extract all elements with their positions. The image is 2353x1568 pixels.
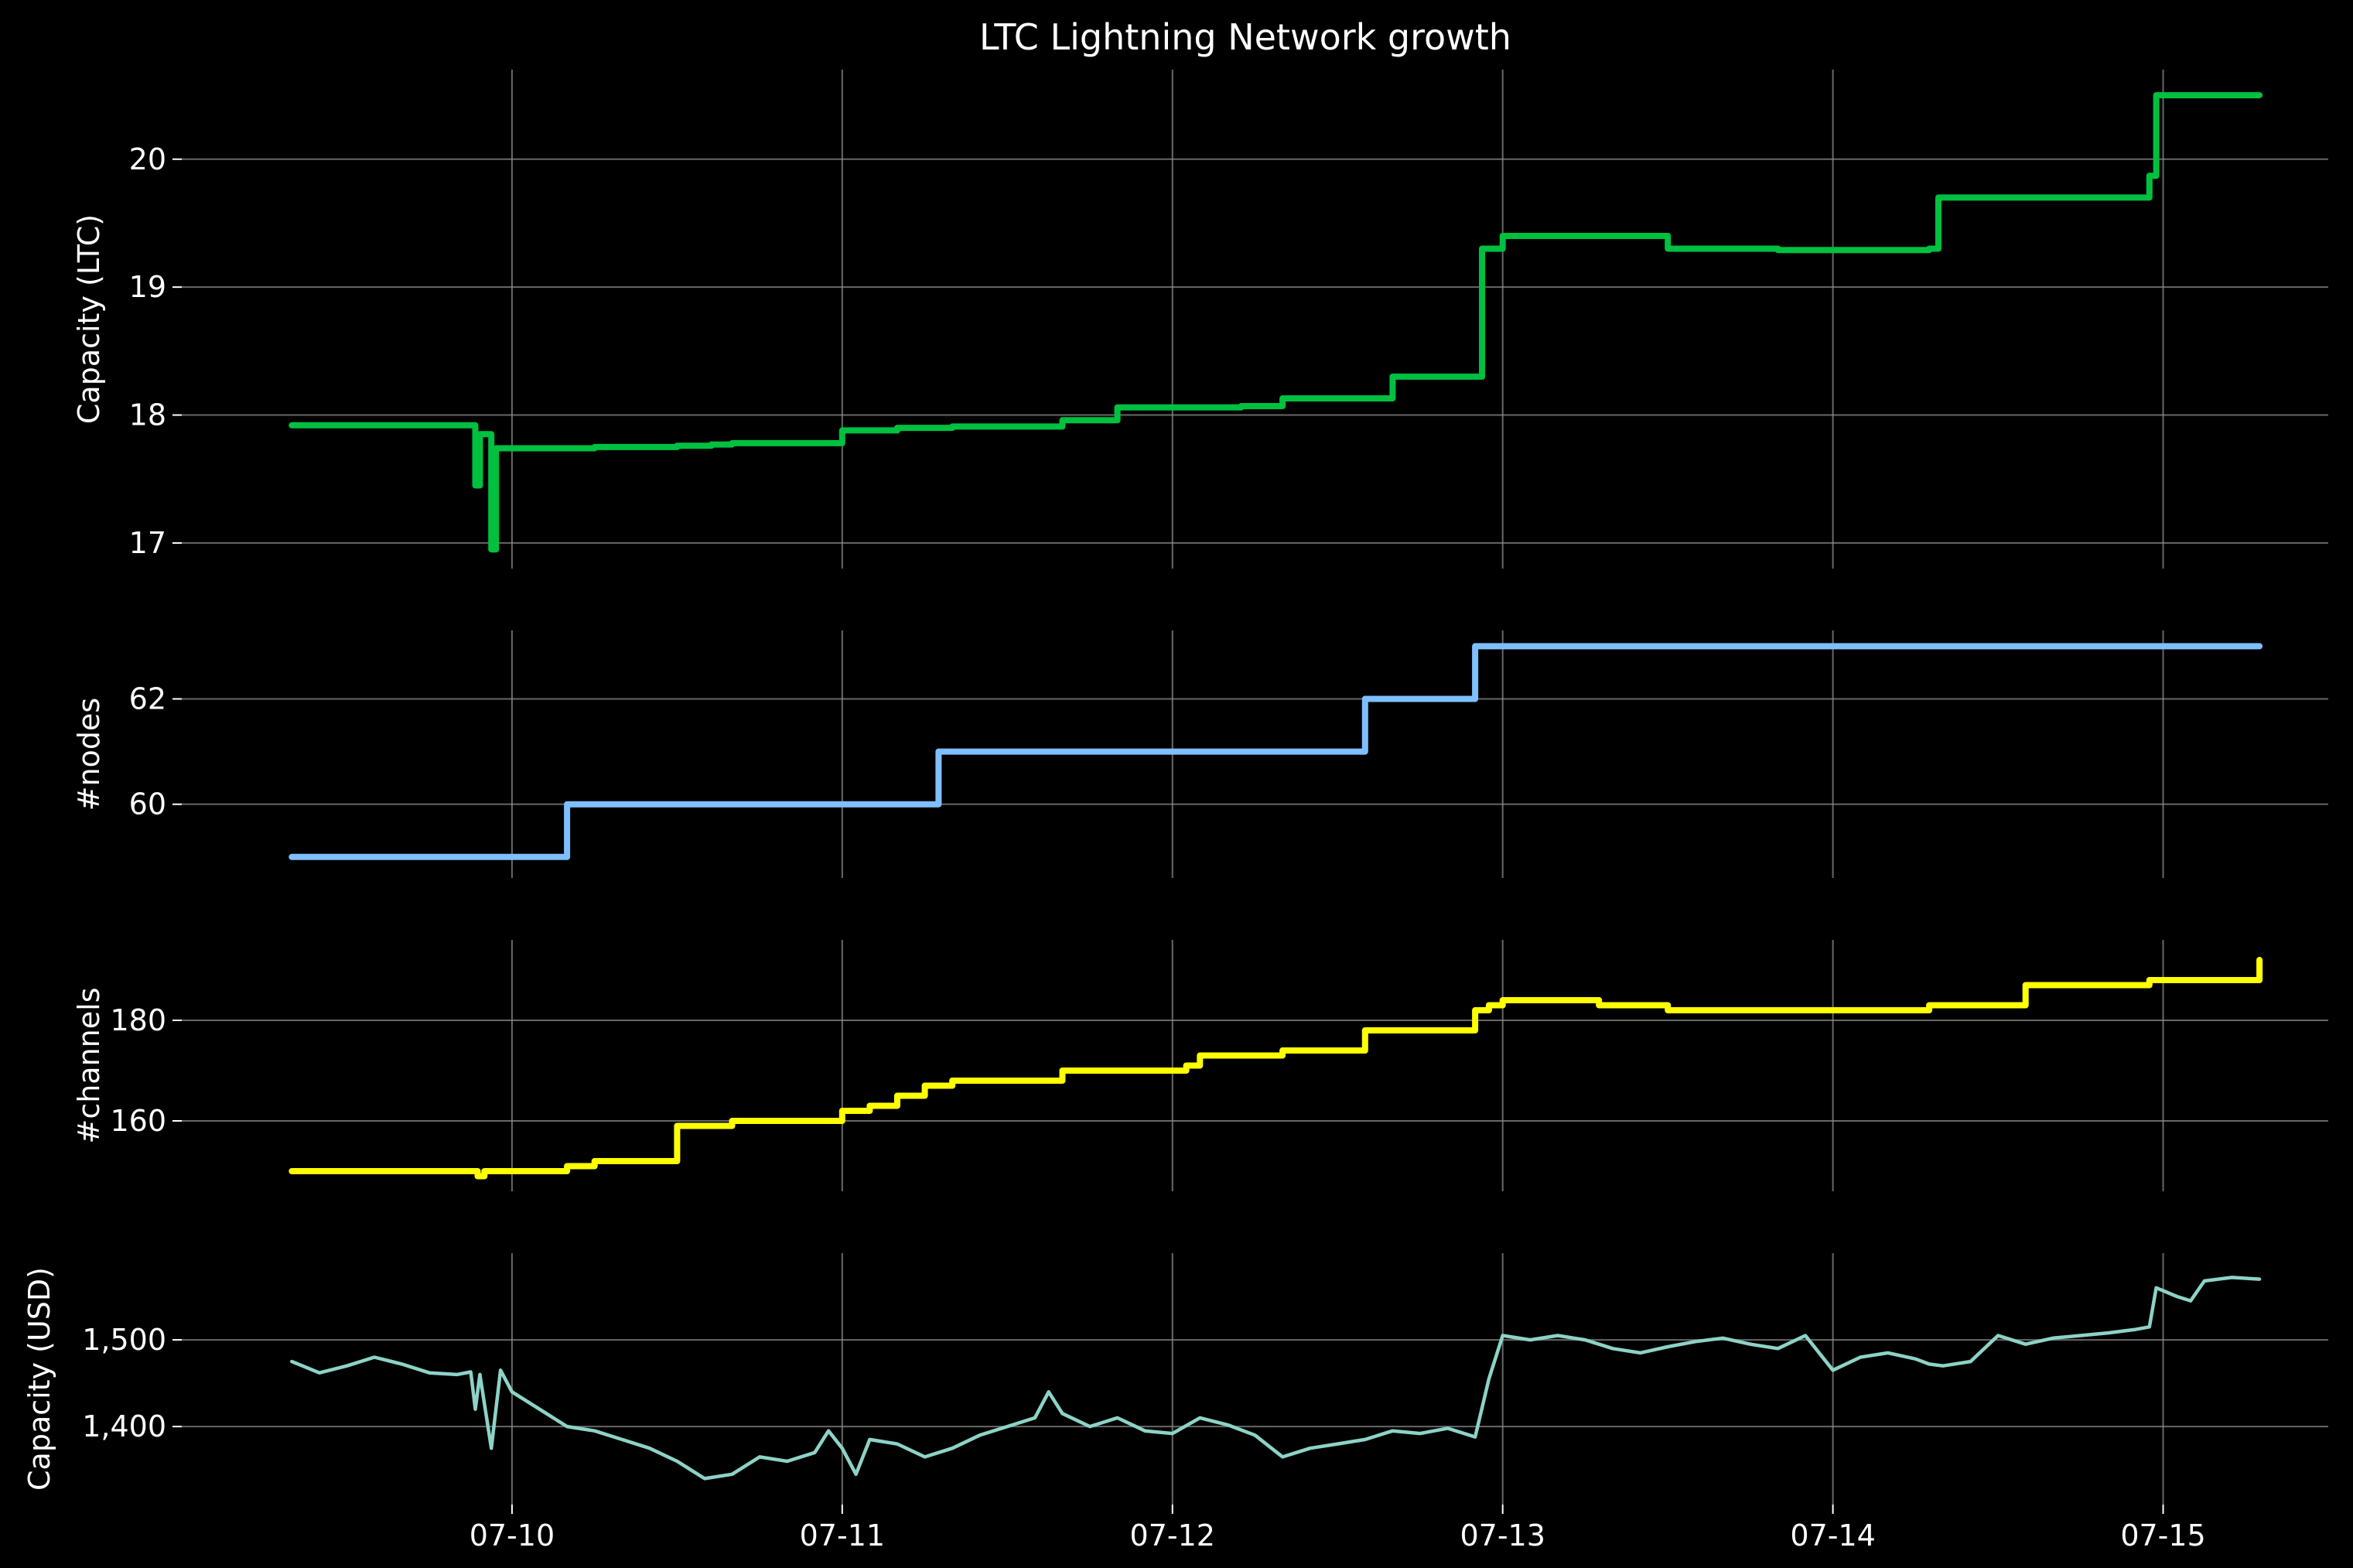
chart-title: LTC Lightning Network growth <box>979 16 1511 58</box>
x-tick-label: 07-12 <box>1130 1518 1215 1553</box>
panel-2: 60 62 #nodes <box>72 630 2328 878</box>
x-tick-label: 07-15 <box>2120 1518 2205 1553</box>
y-axis-label: #nodes <box>72 698 106 811</box>
y-tick-label: 1,500 <box>82 1323 166 1357</box>
y-tick-label: 160 <box>110 1104 166 1138</box>
y-axis-label: Capacity (USD) <box>22 1267 56 1491</box>
y-tick-label: 1,400 <box>82 1409 166 1443</box>
y-tick-label: 19 <box>129 270 166 304</box>
series-line <box>290 1276 2262 1481</box>
y-tick-label: 62 <box>129 682 166 716</box>
panel-4: 1,400 1,500 Capacity (USD) <box>22 1253 2328 1505</box>
x-tick-label: 07-11 <box>800 1518 885 1553</box>
chart-panels: 17 18 19 20 Capacity (LTC) 60 62 #nodes 160 180#c… <box>22 70 2328 1505</box>
x-axis: 07-10 07-11 07-12 07-13 07-14 07-15 <box>470 1505 2206 1553</box>
series-line <box>289 643 2263 860</box>
y-axis-label: Capacity (LTC) <box>72 214 106 424</box>
panel-1: 17 18 19 20 Capacity (LTC) <box>72 70 2328 569</box>
y-axis-label: #channels <box>72 987 106 1143</box>
x-tick-label: 07-10 <box>470 1518 555 1553</box>
x-tick-label: 07-13 <box>1460 1518 1545 1553</box>
series-line <box>289 92 2263 553</box>
y-tick-label: 180 <box>110 1003 166 1037</box>
series-line <box>289 957 2263 1180</box>
y-tick-label: 20 <box>129 142 166 176</box>
panel-3: 160 180#channels <box>72 940 2328 1191</box>
y-tick-label: 18 <box>129 398 166 432</box>
y-tick-label: 17 <box>129 526 166 560</box>
y-tick-label: 60 <box>129 787 166 822</box>
x-tick-label: 07-14 <box>1790 1518 1875 1553</box>
